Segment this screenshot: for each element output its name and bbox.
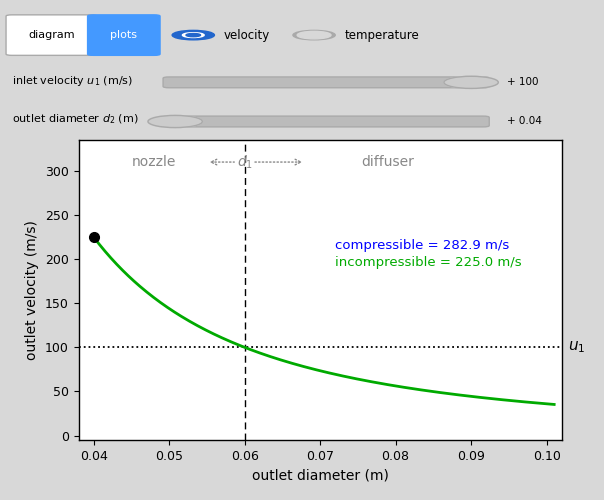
Text: + 100: + 100 [507,78,539,88]
FancyBboxPatch shape [163,77,489,88]
Circle shape [148,116,202,128]
Text: $u_1$: $u_1$ [568,340,585,355]
Text: outlet diameter $d_2$ (m): outlet diameter $d_2$ (m) [12,112,138,126]
Circle shape [444,76,498,88]
Y-axis label: outlet velocity (m/s): outlet velocity (m/s) [25,220,39,360]
Circle shape [297,32,331,39]
Text: compressible = 282.9 m/s: compressible = 282.9 m/s [335,240,509,252]
Circle shape [172,30,214,40]
Circle shape [293,30,335,40]
Text: inlet velocity $u_1$ (m/s): inlet velocity $u_1$ (m/s) [12,74,133,88]
Circle shape [182,32,204,38]
Text: nozzle: nozzle [132,155,176,169]
FancyBboxPatch shape [88,15,160,56]
Text: incompressible = 225.0 m/s: incompressible = 225.0 m/s [335,256,522,269]
Text: temperature: temperature [344,28,419,42]
FancyBboxPatch shape [163,116,489,127]
Text: velocity: velocity [223,28,270,42]
Text: diagram: diagram [28,30,75,40]
Circle shape [186,34,201,36]
X-axis label: outlet diameter (m): outlet diameter (m) [252,468,388,482]
FancyBboxPatch shape [6,15,97,56]
Text: diffuser: diffuser [362,155,414,169]
Text: plots: plots [111,30,137,40]
Text: + 0.04: + 0.04 [507,116,542,126]
Text: $d_1$: $d_1$ [237,154,252,171]
